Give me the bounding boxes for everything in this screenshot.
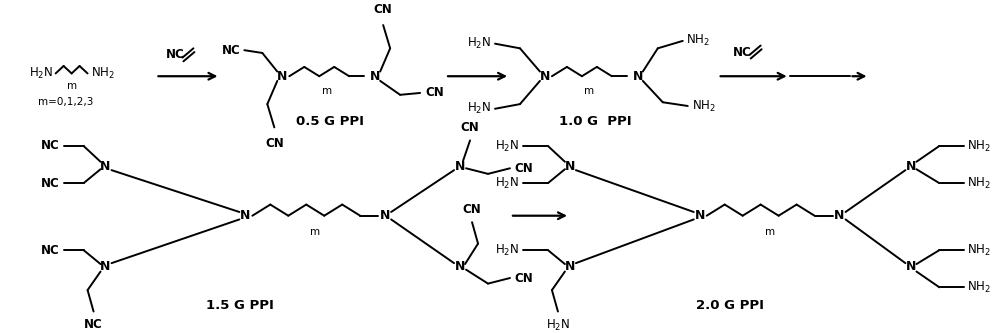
Text: N: N: [380, 209, 390, 222]
Text: N: N: [277, 70, 287, 83]
Text: m: m: [67, 81, 77, 91]
Text: 1.0 G  PPI: 1.0 G PPI: [559, 115, 631, 128]
Text: N: N: [370, 70, 380, 83]
Text: NC: NC: [41, 177, 60, 190]
Text: N: N: [240, 209, 251, 222]
Text: CN: CN: [425, 87, 444, 100]
Text: N: N: [633, 70, 643, 83]
Text: N: N: [455, 160, 465, 173]
Text: $\mathsf{H_2N}$: $\mathsf{H_2N}$: [29, 66, 53, 81]
Text: CN: CN: [514, 271, 533, 284]
Text: N: N: [565, 260, 575, 273]
Text: m=0,1,2,3: m=0,1,2,3: [38, 97, 93, 107]
Text: N: N: [834, 209, 845, 222]
Text: CN: CN: [265, 137, 284, 150]
Text: CN: CN: [514, 162, 533, 175]
Text: 0.5 G PPI: 0.5 G PPI: [296, 115, 364, 128]
Text: NC: NC: [84, 318, 103, 331]
Text: N: N: [695, 209, 705, 222]
Text: m: m: [765, 227, 775, 237]
Text: NC: NC: [222, 44, 240, 57]
Text: CN: CN: [374, 3, 393, 16]
Text: m: m: [310, 227, 320, 237]
Text: $\mathsf{NH_2}$: $\mathsf{NH_2}$: [686, 33, 710, 48]
Text: $\mathsf{NH_2}$: $\mathsf{NH_2}$: [967, 139, 992, 154]
Text: m: m: [584, 86, 594, 96]
Text: $\mathsf{NH_2}$: $\mathsf{NH_2}$: [692, 99, 716, 114]
Text: NC: NC: [165, 48, 184, 61]
Text: N: N: [565, 160, 575, 173]
Text: 1.5 G PPI: 1.5 G PPI: [206, 299, 274, 312]
Text: $\mathsf{H_2N}$: $\mathsf{H_2N}$: [467, 36, 491, 51]
Text: N: N: [906, 260, 917, 273]
Text: $\mathsf{H_2N}$: $\mathsf{H_2N}$: [495, 175, 519, 191]
Text: N: N: [455, 260, 465, 273]
Text: m: m: [322, 86, 332, 96]
Text: $\mathsf{NH_2}$: $\mathsf{NH_2}$: [967, 280, 992, 295]
Text: N: N: [540, 70, 550, 83]
Text: $\mathsf{H_2N}$: $\mathsf{H_2N}$: [546, 318, 570, 333]
Text: $\mathsf{H_2N}$: $\mathsf{H_2N}$: [495, 139, 519, 154]
Text: CN: CN: [461, 121, 479, 134]
Text: $\mathsf{H_2N}$: $\mathsf{H_2N}$: [467, 101, 491, 116]
Text: N: N: [906, 160, 917, 173]
Text: $\mathsf{H_2N}$: $\mathsf{H_2N}$: [495, 242, 519, 258]
Text: $\mathsf{NH_2}$: $\mathsf{NH_2}$: [91, 66, 115, 81]
Text: CN: CN: [463, 203, 481, 216]
Text: NC: NC: [41, 140, 60, 153]
Text: N: N: [100, 260, 111, 273]
Text: $\mathsf{NH_2}$: $\mathsf{NH_2}$: [967, 242, 992, 258]
Text: N: N: [100, 160, 111, 173]
Text: NC: NC: [41, 244, 60, 257]
Text: NC: NC: [733, 46, 751, 59]
Text: $\mathsf{NH_2}$: $\mathsf{NH_2}$: [967, 175, 992, 191]
Text: 2.0 G PPI: 2.0 G PPI: [696, 299, 764, 312]
